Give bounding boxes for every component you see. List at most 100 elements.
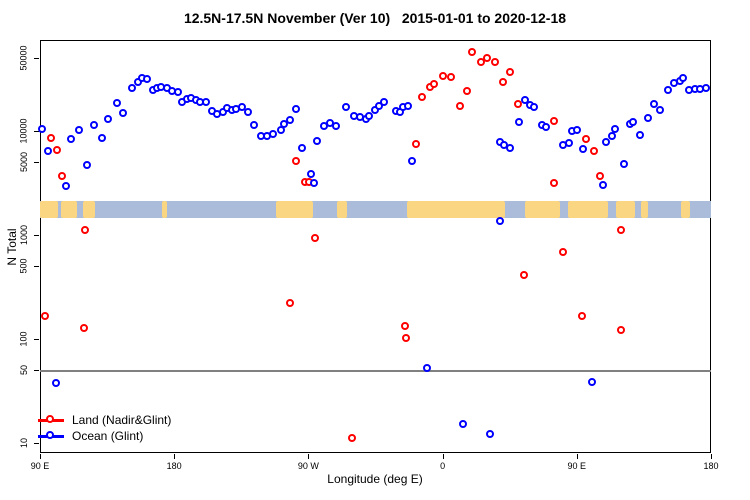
y-tick-label: 1000 [19, 224, 29, 245]
ocean-point [269, 130, 278, 139]
ocean-point [598, 181, 607, 190]
ocean-point [636, 130, 645, 139]
legend-label-ocean: Ocean (Glint) [72, 429, 144, 443]
ocean-point [331, 122, 340, 131]
land-point [439, 72, 448, 80]
land-point [582, 135, 591, 144]
ocean-point [249, 121, 258, 130]
ocean-point [103, 115, 112, 124]
land-point [595, 172, 604, 181]
y-tick-mark [34, 130, 39, 132]
land-segment [60, 201, 78, 219]
land-segment [162, 201, 167, 219]
ocean-point [564, 139, 573, 148]
land-point [79, 324, 88, 333]
ocean-point [202, 98, 211, 107]
ocean-point [279, 120, 288, 129]
ocean-point [375, 101, 384, 110]
ocean-point [601, 137, 610, 146]
land-point [291, 157, 300, 166]
x-tick-label: 180 [703, 461, 719, 471]
ocean-point [97, 134, 106, 143]
land-point [311, 234, 320, 243]
land-point [41, 312, 50, 321]
ocean-point [530, 103, 539, 112]
x-tick-mark [308, 454, 310, 459]
x-tick-label: 90 E [30, 461, 50, 471]
y-tick-mark [34, 442, 39, 444]
ocean-point [243, 108, 252, 117]
ocean-point [218, 108, 227, 117]
land-point [549, 117, 558, 126]
ocean-point [506, 144, 515, 153]
plot-area [40, 40, 711, 453]
ocean-marker-icon [38, 430, 64, 442]
ocean-point [679, 74, 688, 83]
land-point [463, 87, 472, 96]
ocean-point [515, 118, 524, 127]
land-point [57, 172, 66, 181]
ocean-point [291, 105, 300, 114]
ocean-point [82, 161, 91, 170]
land-point [476, 58, 485, 67]
y-tick-label: 10 [18, 437, 29, 448]
y-tick-mark [34, 370, 39, 372]
ocean-point [607, 131, 616, 140]
y-tick-mark [34, 234, 39, 236]
legend: Land (Nadir&Glint) Ocean (Glint) [38, 412, 171, 444]
ocean-point [370, 106, 379, 115]
land-point [47, 134, 56, 143]
ocean-point [619, 160, 628, 169]
ocean-point [364, 111, 373, 120]
land-segment [336, 201, 348, 219]
ocean-point [701, 84, 710, 93]
land-segment [615, 201, 635, 219]
ocean-point [285, 116, 294, 125]
y-tick-mark [34, 266, 39, 268]
world-map-strip [40, 201, 711, 219]
ocean-point [237, 103, 246, 112]
land-point [400, 322, 409, 331]
y-tick-label: 50000 [19, 45, 29, 71]
land-marker-icon [38, 414, 64, 426]
legend-item-ocean: Ocean (Glint) [38, 428, 171, 444]
land-point [589, 147, 598, 156]
x-tick-mark [576, 454, 578, 459]
chart-title: 12.5N-17.5N November (Ver 10) 2015-01-01… [183, 10, 567, 26]
land-segment [567, 201, 609, 219]
ocean-point [38, 125, 47, 134]
ocean-point [44, 147, 53, 156]
land-segment [275, 201, 313, 219]
ocean-point [573, 126, 582, 135]
x-tick-mark [711, 454, 712, 459]
ocean-point [112, 99, 121, 108]
ocean-point [90, 121, 99, 130]
ocean-point [422, 363, 431, 372]
x-tick-mark [174, 454, 176, 459]
land-point [616, 226, 625, 235]
ocean-point [579, 145, 588, 154]
ocean-point [62, 182, 71, 191]
y-tick-label: 100 [19, 331, 29, 347]
legend-label-land: Land (Nadir&Glint) [72, 413, 172, 427]
ocean-point [306, 169, 315, 178]
ocean-point [297, 144, 306, 153]
land-point [53, 146, 62, 155]
land-point [482, 54, 491, 63]
legend-item-land: Land (Nadir&Glint) [38, 412, 171, 428]
ocean-point [142, 75, 151, 84]
land-point [577, 312, 586, 321]
land-segment [681, 201, 691, 219]
ocean-point [485, 429, 494, 438]
ocean-point [133, 78, 142, 87]
ocean-point [521, 96, 530, 105]
ocean-point [495, 217, 504, 226]
land-segment [83, 201, 96, 219]
land-segment [40, 201, 58, 219]
land-point [81, 226, 90, 235]
y-tick-label: 10000 [19, 118, 29, 144]
y-tick-mark [34, 58, 39, 60]
land-point [430, 80, 439, 89]
ocean-point [628, 118, 637, 127]
